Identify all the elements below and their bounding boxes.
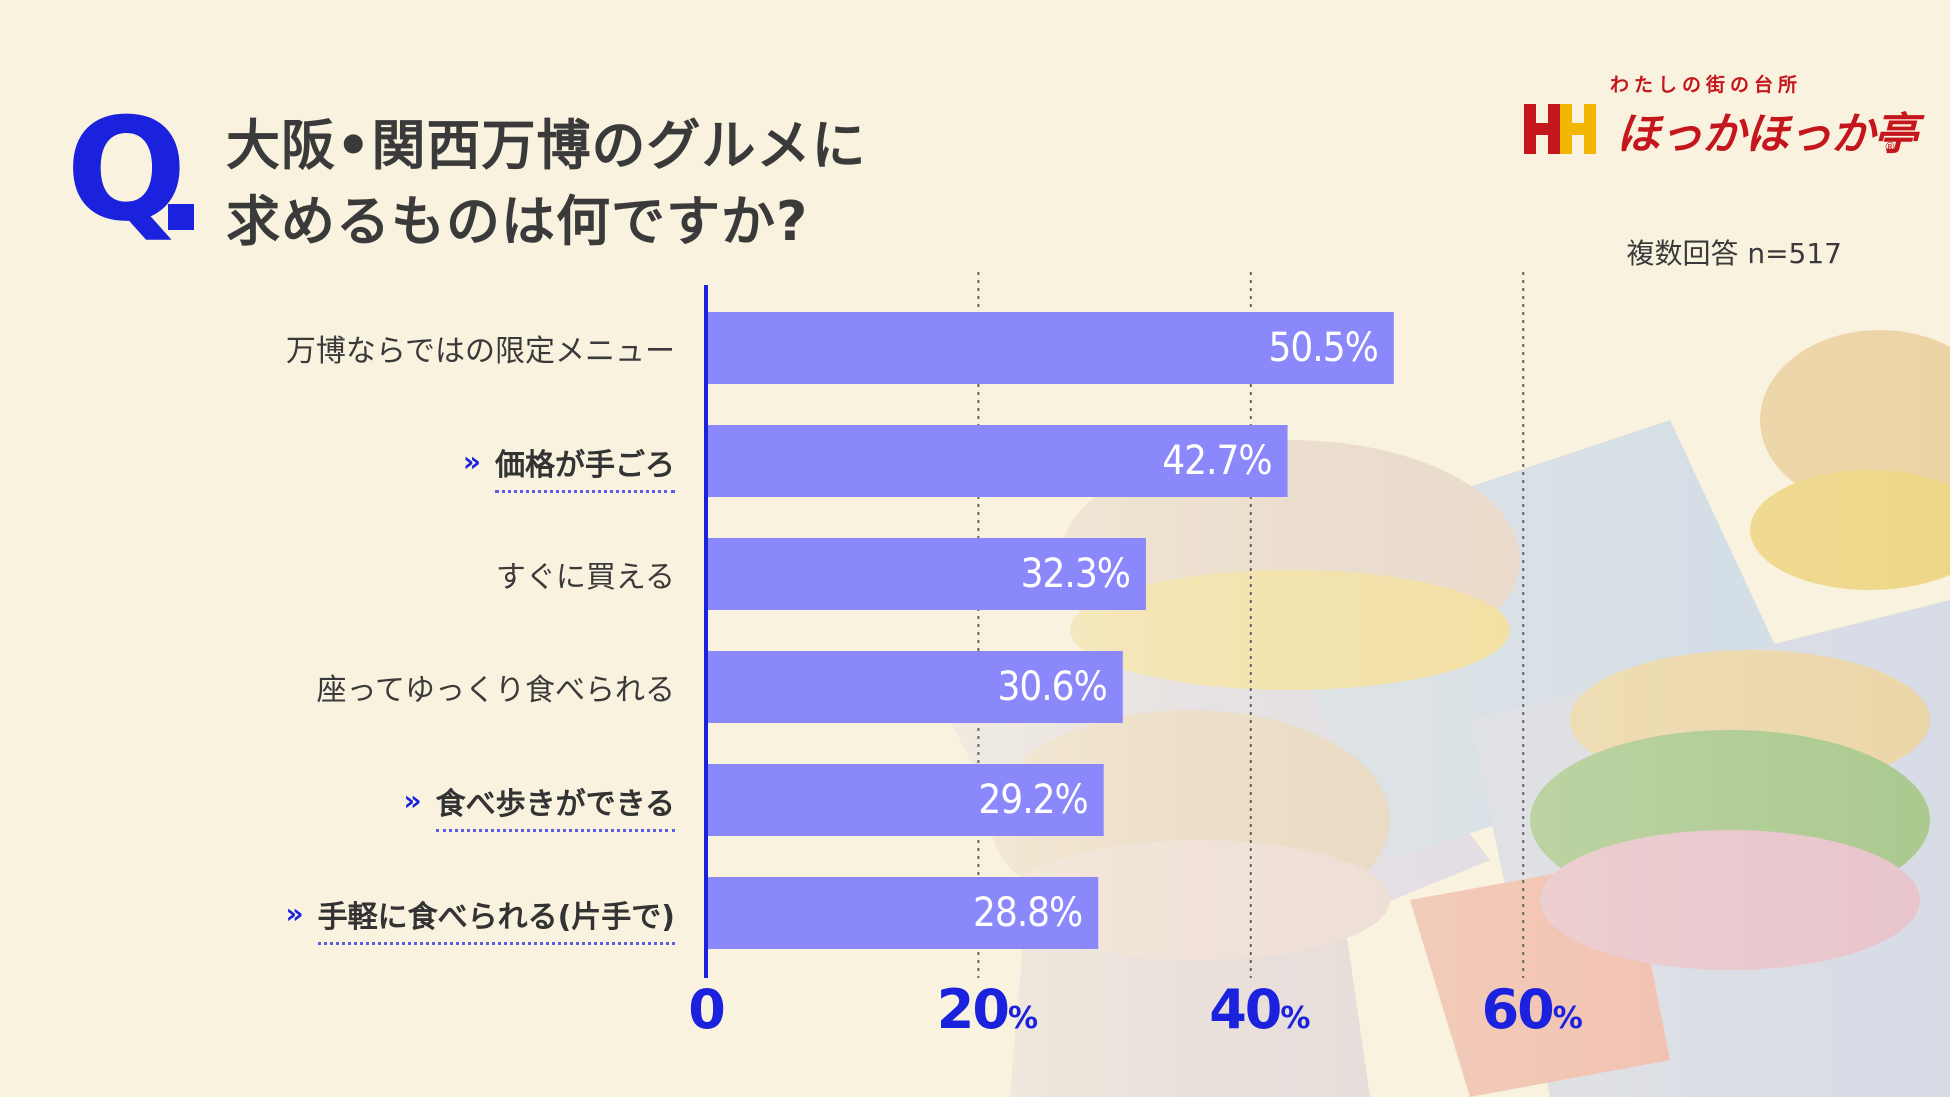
logo-name: ほっかほっか亭 bbox=[1616, 109, 1918, 160]
tick-unit-40: % bbox=[1280, 1001, 1310, 1036]
category-text-3: すぐに買える bbox=[495, 560, 675, 595]
category-label-1: 万博ならではの限定メニュー bbox=[286, 312, 675, 384]
chevron-right-icon: » bbox=[403, 783, 422, 817]
value-label-3: 32.3% bbox=[1020, 551, 1131, 597]
value-label-1: 50.5% bbox=[1268, 325, 1379, 371]
tick-label-60: 60% bbox=[1481, 978, 1583, 1041]
question-line-2: 求めるものは何ですか? bbox=[226, 190, 809, 253]
bar-3 bbox=[706, 538, 1146, 610]
tick-number-60: 60 bbox=[1481, 978, 1555, 1041]
category-label-4: 座ってゆっくり食べられる bbox=[317, 651, 676, 723]
category-text-2: 価格が手ごろ bbox=[495, 440, 675, 493]
question-title: 大阪•関西万博のグルメに 求めるものは何ですか? bbox=[226, 108, 867, 260]
question-mark-dot bbox=[168, 204, 194, 230]
category-text-1: 万博ならではの限定メニュー bbox=[285, 334, 675, 369]
bar-6 bbox=[706, 877, 1099, 949]
tick-number-40: 40 bbox=[1209, 978, 1282, 1041]
tick-number-20: 20 bbox=[936, 978, 1010, 1041]
tick-label-0: 0 bbox=[688, 978, 726, 1041]
food-photo-background bbox=[770, 300, 1950, 1097]
value-label-4: 30.6% bbox=[997, 664, 1107, 710]
question-mark-q: Q bbox=[66, 88, 187, 253]
brand-logo: わたしの街の台所 ほっかほっか亭 ® bbox=[1524, 70, 1918, 160]
registered-mark: ® bbox=[1884, 140, 1896, 154]
value-label-6: 28.8% bbox=[972, 890, 1083, 936]
hh-logo-icon bbox=[1524, 104, 1596, 154]
value-label-5: 29.2% bbox=[978, 777, 1088, 823]
category-label-6: » 手軽に食べられる(片手で) bbox=[285, 877, 675, 949]
value-label-2: 42.7% bbox=[1162, 438, 1272, 484]
category-text-6: 手軽に食べられる(片手で) bbox=[317, 892, 675, 945]
bar-5 bbox=[706, 764, 1104, 836]
question-line-1: 大阪•関西万博のグルメに bbox=[226, 114, 867, 177]
category-text-5: 食べ歩きができる bbox=[435, 779, 675, 832]
tick-label-40: 40% bbox=[1209, 978, 1310, 1041]
category-label-2: » 価格が手ごろ bbox=[463, 425, 675, 497]
category-label-3: すぐに買える bbox=[496, 538, 675, 610]
logo-tagline: わたしの街の台所 bbox=[1610, 74, 1803, 96]
chevron-right-icon: » bbox=[285, 896, 304, 930]
bar-4 bbox=[706, 651, 1123, 723]
tick-number-0: 0 bbox=[688, 978, 726, 1041]
chevron-right-icon: » bbox=[462, 444, 481, 478]
bar-2 bbox=[706, 425, 1288, 497]
category-label-5: » 食べ歩きができる bbox=[403, 764, 675, 836]
category-text-4: 座ってゆっくり食べられる bbox=[316, 673, 676, 708]
tick-unit-20: % bbox=[1007, 1001, 1038, 1036]
sample-note: 複数回答 n=517 bbox=[1626, 237, 1842, 270]
tick-unit-60: % bbox=[1552, 1001, 1583, 1036]
bar-1 bbox=[706, 312, 1394, 384]
tick-label-20: 20% bbox=[936, 978, 1038, 1041]
